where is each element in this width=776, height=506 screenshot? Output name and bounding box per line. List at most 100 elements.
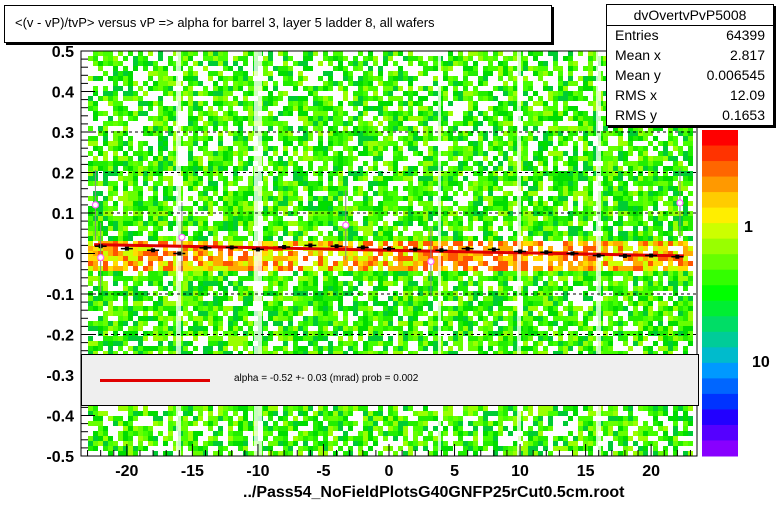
heatmap-cell (503, 331, 508, 336)
heatmap-cell (208, 106, 213, 111)
heatmap-cell (378, 316, 383, 321)
heatmap-cell (198, 126, 203, 131)
heatmap-cell (138, 86, 143, 91)
heatmap-cell (388, 236, 393, 241)
heatmap-cell (228, 316, 233, 321)
heatmap-cell (123, 256, 128, 261)
heatmap-cell (213, 91, 218, 96)
heatmap-cell (478, 291, 483, 296)
heatmap-cell (318, 101, 323, 106)
heatmap-cell (523, 266, 528, 271)
heatmap-cell (113, 236, 118, 241)
heatmap-cell (108, 191, 113, 196)
heatmap-cell (298, 176, 303, 181)
heatmap-cell (383, 181, 388, 186)
heatmap-cell (228, 431, 233, 436)
heatmap-cell (113, 121, 118, 126)
heatmap-cell (88, 436, 93, 441)
heatmap-cell (318, 206, 323, 211)
heatmap-cell (313, 346, 318, 351)
heatmap-cell (283, 316, 288, 321)
heatmap-cell (408, 441, 413, 446)
heatmap-cell (123, 231, 128, 236)
heatmap-cell (218, 106, 223, 111)
heatmap-cell (103, 256, 108, 261)
heatmap-cell (398, 96, 403, 101)
heatmap-cell (463, 131, 468, 136)
heatmap-cell (498, 256, 503, 261)
heatmap-cell (408, 111, 413, 116)
heatmap-cell (198, 331, 203, 336)
heatmap-cell (158, 81, 163, 86)
heatmap-cell (393, 346, 398, 351)
heatmap-cell (188, 431, 193, 436)
heatmap-cell (333, 406, 338, 411)
heatmap-cell (278, 236, 283, 241)
heatmap-cell (213, 311, 218, 316)
heatmap-cell (483, 276, 488, 281)
heatmap-cell (308, 266, 313, 271)
heatmap-cell (373, 421, 378, 426)
heatmap-cell (413, 301, 418, 306)
heatmap-cell (288, 161, 293, 166)
heatmap-cell (458, 206, 463, 211)
heatmap-cell (443, 411, 448, 416)
heatmap-cell (263, 206, 268, 211)
heatmap-cell (378, 321, 383, 326)
heatmap-cell (503, 111, 508, 116)
heatmap-cell (358, 326, 363, 331)
heatmap-cell (413, 446, 418, 451)
heatmap-cell (273, 271, 278, 276)
heatmap-cell (313, 206, 318, 211)
heatmap-cell (528, 51, 533, 56)
heatmap-cell (483, 181, 488, 186)
heatmap-cell (388, 126, 393, 131)
heatmap-cell (468, 71, 473, 76)
heatmap-cell (263, 106, 268, 111)
heatmap-cell (208, 171, 213, 176)
heatmap-cell (508, 121, 513, 126)
heatmap-cell (183, 181, 188, 186)
heatmap-cell (503, 411, 508, 416)
heatmap-cell (338, 296, 343, 301)
heatmap-cell (423, 61, 428, 66)
heatmap-cell (453, 226, 458, 231)
heatmap-cell (153, 441, 158, 446)
heatmap-cell (148, 176, 153, 181)
heatmap-cell (398, 136, 403, 141)
heatmap-cell (213, 81, 218, 86)
heatmap-cell (413, 316, 418, 321)
heatmap-cell (488, 306, 493, 311)
heatmap-cell (383, 281, 388, 286)
heatmap-cell (498, 71, 503, 76)
heatmap-cell (248, 331, 253, 336)
heatmap-cell (213, 321, 218, 326)
heatmap-cell (163, 186, 168, 191)
heatmap-cell (103, 126, 108, 131)
heatmap-cell (103, 261, 108, 266)
heatmap-cell (303, 346, 308, 351)
heatmap-cell (388, 206, 393, 211)
heatmap-cell (323, 156, 328, 161)
heatmap-cell (473, 306, 478, 311)
heatmap-cell (283, 166, 288, 171)
heatmap-cell (118, 86, 123, 91)
heatmap-cell (383, 51, 388, 56)
heatmap-cell (268, 61, 273, 66)
heatmap-cell (98, 426, 103, 431)
heatmap-cell (408, 316, 413, 321)
heatmap-cell (508, 116, 513, 121)
heatmap-cell (378, 156, 383, 161)
heatmap-cell (138, 351, 143, 356)
heatmap-cell (303, 151, 308, 156)
heatmap-cell (113, 201, 118, 206)
heatmap-cell (523, 176, 528, 181)
heatmap-cell (213, 101, 218, 106)
heatmap-cell (443, 216, 448, 221)
heatmap-cell (353, 261, 358, 266)
heatmap-cell (383, 341, 388, 346)
heatmap-cell (488, 296, 493, 301)
heatmap-cell (508, 236, 513, 241)
heatmap-cell (103, 56, 108, 61)
heatmap-cell (193, 286, 198, 291)
